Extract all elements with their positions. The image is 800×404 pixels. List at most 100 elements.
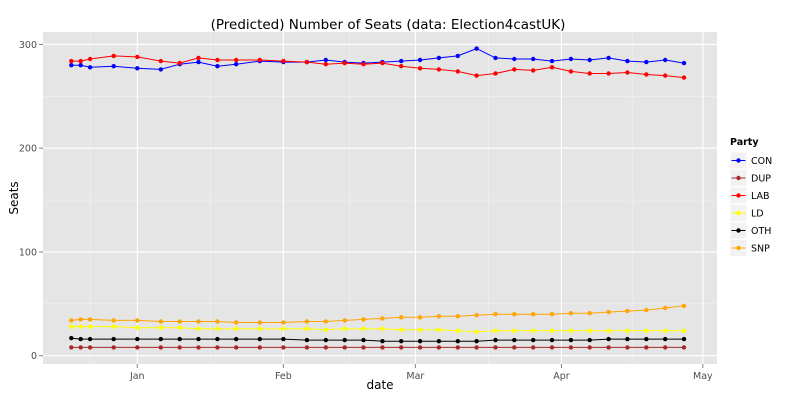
data-point-ld [111, 324, 116, 329]
data-point-oth [474, 339, 479, 344]
data-point-dup [78, 345, 83, 350]
series-snp [69, 303, 687, 325]
data-point-con [549, 58, 555, 64]
data-point-con [474, 46, 479, 51]
data-point-lab [342, 60, 347, 66]
data-point-ld [177, 325, 182, 330]
data-point-snp [380, 316, 385, 321]
data-point-lab [135, 54, 140, 60]
data-point-lab [281, 58, 286, 64]
data-point-dup [587, 345, 592, 350]
x-tick-label: May [693, 371, 713, 382]
data-point-dup [69, 345, 74, 350]
data-point-oth [196, 336, 201, 342]
data-point-oth [234, 336, 239, 342]
data-point-dup [323, 345, 328, 350]
data-point-con [568, 56, 574, 62]
data-point-ld [606, 328, 611, 333]
data-point-lab [663, 73, 668, 78]
data-point-lab [87, 56, 93, 62]
data-point-snp [417, 315, 423, 320]
legend-label-oth: OTH [751, 226, 771, 237]
data-point-snp [606, 309, 611, 315]
data-point-ld [663, 328, 668, 333]
legend-item-snp: SNP [729, 239, 770, 257]
legend: Party CON DUP LAB LD OTH SNP [729, 137, 772, 257]
data-point-lab [493, 71, 498, 76]
data-point-snp [568, 311, 574, 316]
x-tick-label: Apr [553, 371, 570, 382]
data-point-oth [512, 337, 517, 343]
data-point-oth [323, 337, 328, 343]
legend-item-ld: LD [729, 204, 764, 222]
data-point-snp [474, 313, 479, 318]
data-point-snp [493, 312, 498, 317]
data-point-snp [342, 318, 347, 323]
data-point-ld [625, 328, 630, 333]
data-point-snp [361, 317, 366, 322]
grid-lines [43, 32, 717, 364]
data-point-con [531, 56, 536, 62]
y-tick-label: 200 [19, 144, 37, 155]
data-point-con [606, 55, 611, 61]
data-point-con [493, 55, 498, 61]
data-point-oth [257, 336, 262, 342]
data-point-oth [606, 336, 611, 342]
data-point-oth [69, 335, 74, 341]
data-point-ld [257, 326, 262, 331]
data-point-lab [158, 58, 163, 64]
legend-title: Party [730, 137, 759, 148]
data-point-ld [568, 328, 574, 333]
data-point-oth [215, 336, 220, 342]
data-point-snp [111, 318, 116, 323]
data-point-dup [417, 345, 423, 350]
data-point-ld [399, 327, 404, 332]
data-point-ld [531, 328, 536, 333]
data-point-ld [323, 327, 328, 332]
data-point-ld [549, 328, 555, 333]
data-point-oth [342, 337, 347, 343]
data-point-snp [531, 312, 536, 317]
data-point-ld [304, 326, 310, 331]
data-point-lab [436, 67, 442, 72]
data-point-lab [455, 69, 460, 74]
data-point-ld [342, 326, 347, 331]
data-point-dup [436, 345, 442, 350]
data-point-lab [380, 60, 385, 66]
data-point-oth [436, 339, 442, 344]
data-point-con [215, 63, 220, 69]
x-tick-label: Jan [129, 371, 145, 382]
data-point-lab [568, 69, 574, 74]
data-point-ld [512, 328, 517, 333]
chart-title: (Predicted) Number of Seats (data: Elect… [211, 17, 566, 33]
data-point-lab [111, 53, 116, 59]
data-point-oth [399, 339, 404, 344]
data-point-dup [663, 345, 668, 350]
data-point-dup [549, 345, 555, 350]
data-point-con [417, 57, 423, 63]
data-point-oth [493, 337, 498, 343]
data-point-con [587, 57, 592, 63]
data-point-oth [417, 339, 423, 344]
data-point-oth [549, 337, 555, 343]
y-tick-label: 100 [19, 247, 37, 258]
data-point-con [69, 62, 74, 68]
data-point-ld [474, 329, 479, 334]
data-point-lab [257, 57, 262, 63]
data-point-con [78, 62, 83, 68]
data-point-dup [512, 345, 517, 350]
data-point-dup [257, 345, 262, 350]
x-axis-title: date [366, 378, 393, 392]
data-point-snp [69, 318, 74, 323]
data-point-con [111, 63, 116, 69]
legend-point-ld [736, 210, 741, 216]
data-point-oth [135, 336, 140, 342]
legend-point-oth [736, 228, 741, 233]
legend-label-dup: DUP [751, 174, 771, 185]
data-point-snp [135, 318, 140, 323]
data-point-oth [111, 336, 116, 342]
data-point-con [663, 57, 668, 63]
data-point-lab [304, 59, 310, 65]
data-point-dup [87, 345, 93, 350]
